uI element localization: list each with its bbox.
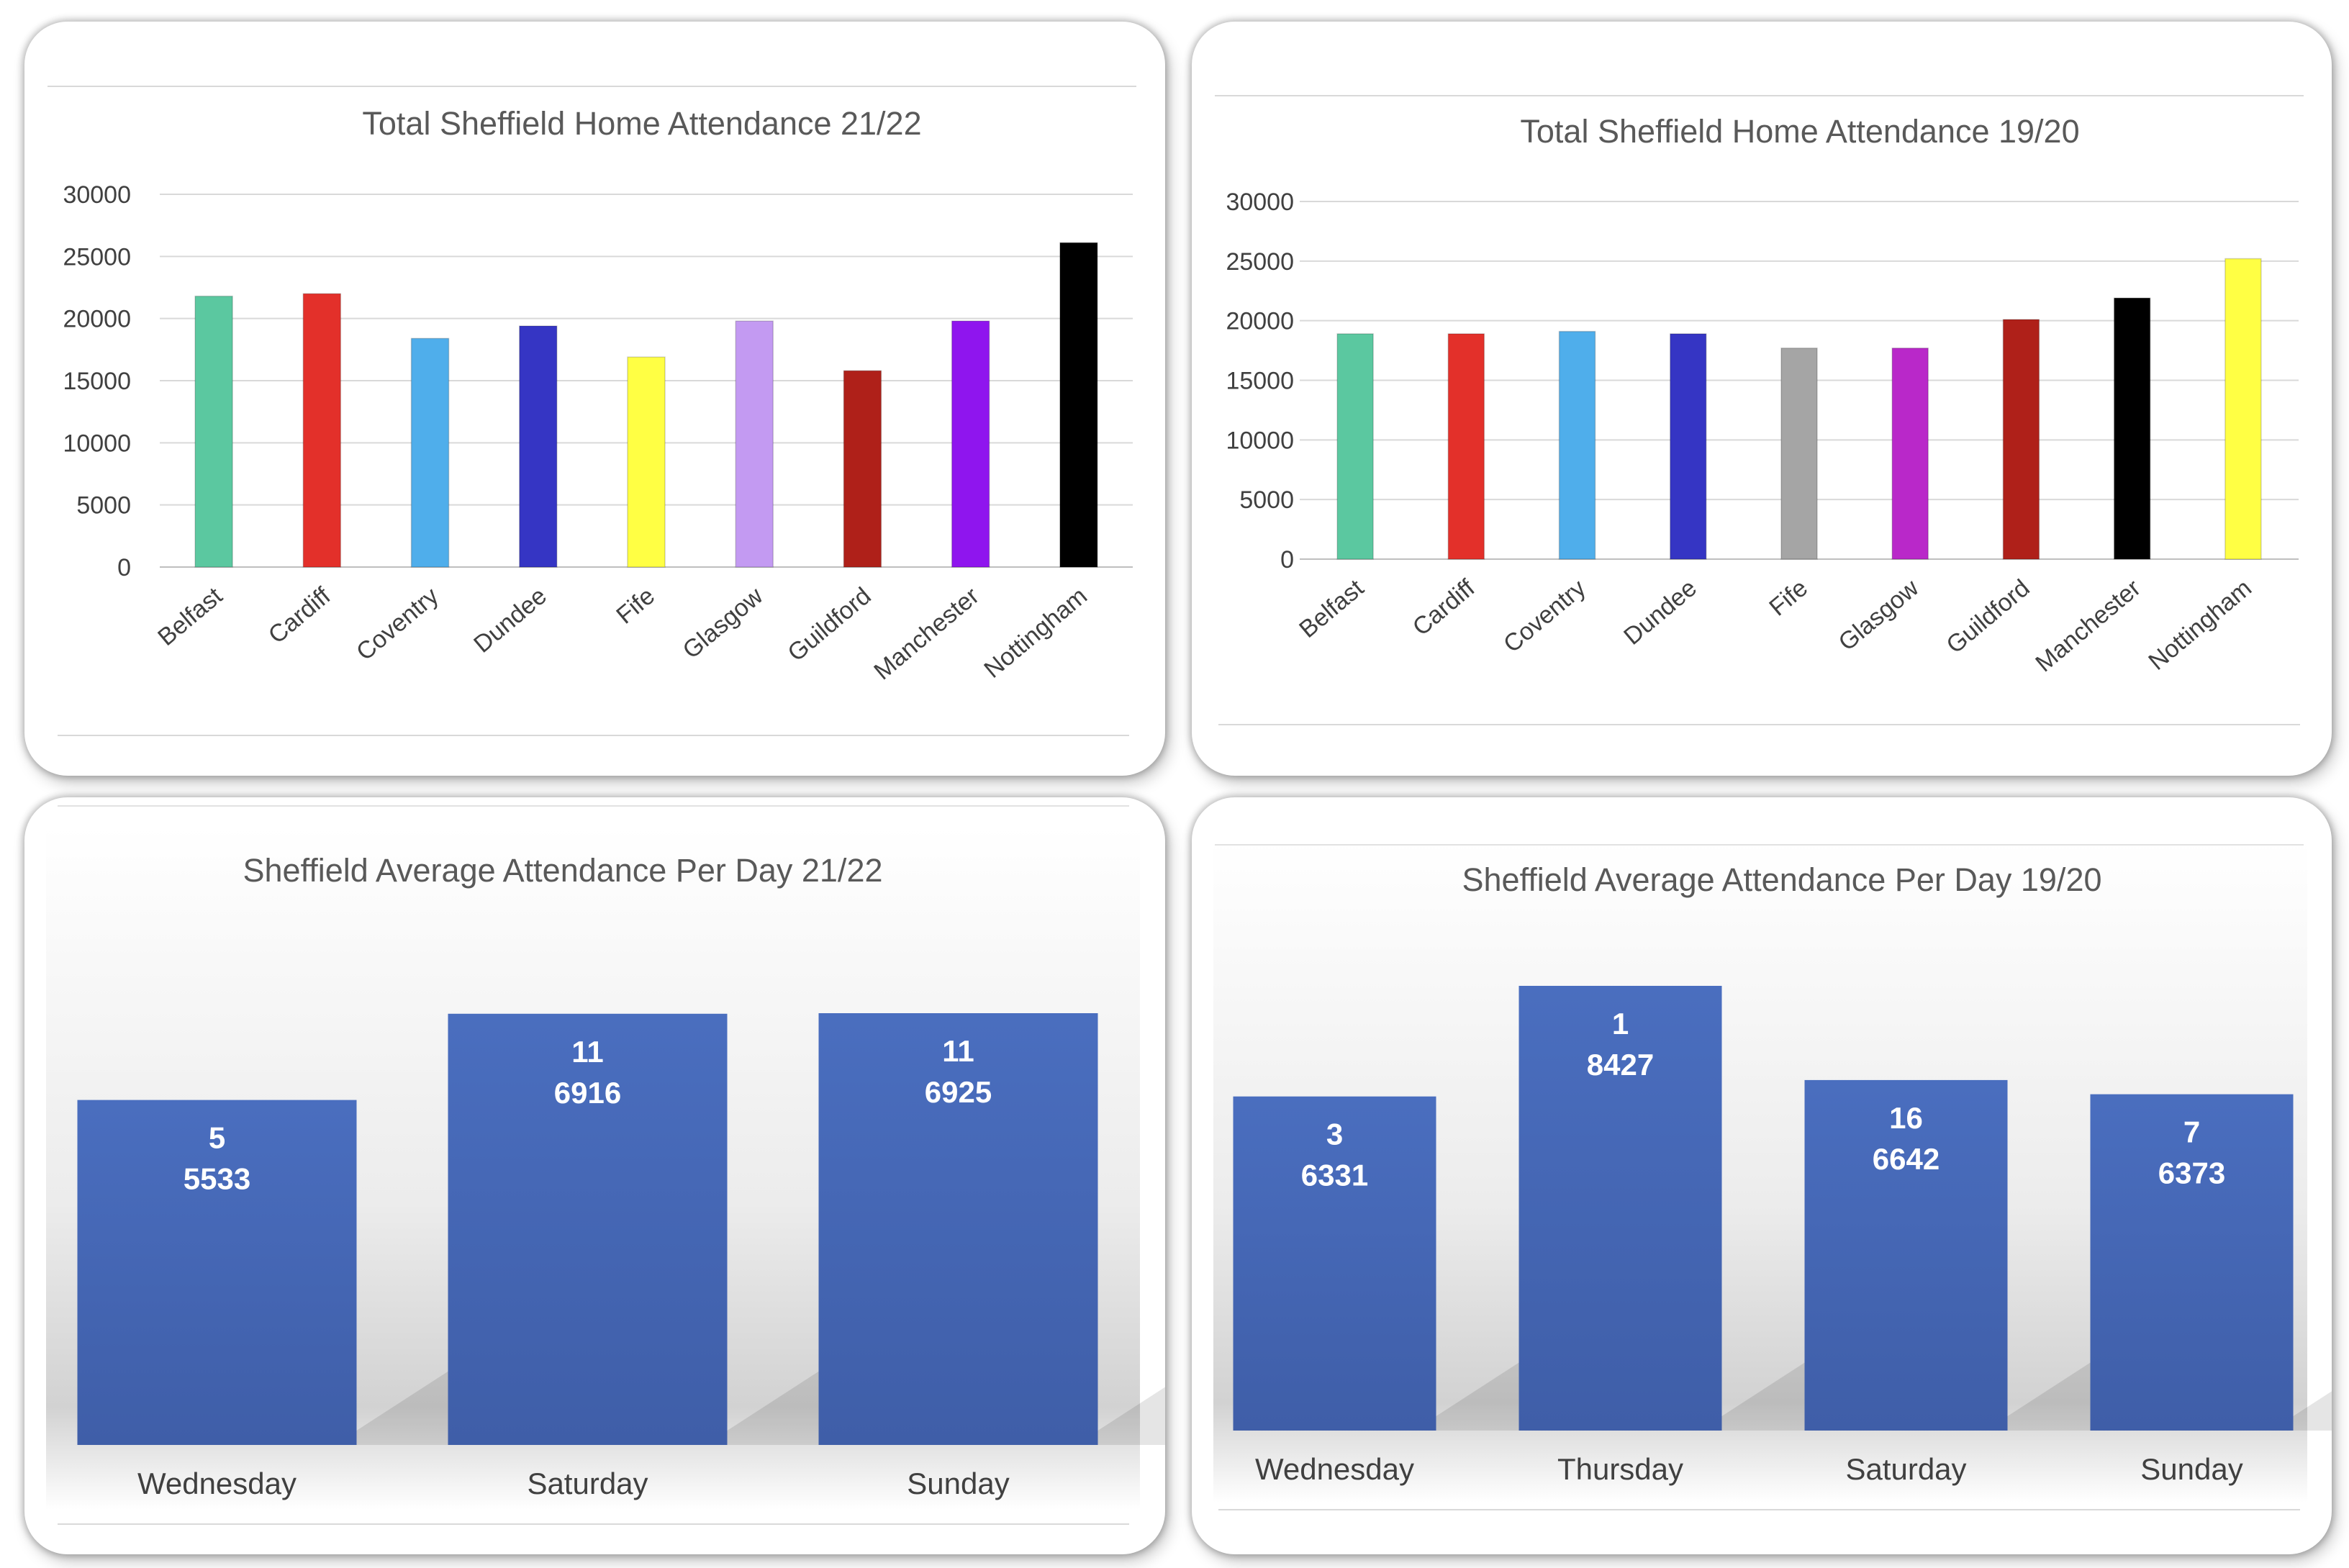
bar (1558, 330, 1596, 560)
x-tick-label: Wednesday (137, 1467, 297, 1500)
x-tick-label: Sunday (2140, 1452, 2242, 1486)
data-label: 6373 (2158, 1156, 2225, 1190)
x-tick-label: Coventry (351, 582, 444, 666)
data-label: 6642 (1873, 1142, 1940, 1176)
x-tick-label: Thursday (1557, 1452, 1683, 1486)
chart-title: Total Sheffield Home Attendance 21/22 (362, 105, 921, 142)
x-tick-label: Belfast (1294, 574, 1369, 643)
bar (1891, 348, 1929, 560)
bar (1336, 333, 1374, 560)
chart-title: Sheffield Average Attendance Per Day 19/… (1462, 861, 2102, 898)
data-label: 5533 (184, 1162, 250, 1196)
chart-title: Total Sheffield Home Attendance 19/20 (1520, 113, 2079, 150)
bar (77, 1100, 357, 1445)
chart-panel-total-1920: Total Sheffield Home Attendance 19/20 0 5… (1192, 22, 2332, 776)
y-tick-label: 0 (1280, 546, 1294, 574)
bar (1059, 242, 1098, 568)
y-tick-label: 5000 (76, 492, 131, 520)
bar (2224, 258, 2262, 560)
x-tick-label: Coventry (1498, 574, 1591, 658)
x-tick-label: Fife (611, 582, 660, 630)
x-tick-label: Glasgow (1834, 574, 1924, 656)
bar (519, 325, 558, 568)
bar (951, 320, 990, 568)
x-tick-label: Manchester (2030, 574, 2146, 677)
data-label: 7 (2183, 1115, 2200, 1149)
x-tick-label: Sunday (907, 1467, 1009, 1500)
bar-shadow (2293, 1391, 2332, 1431)
data-label: 6916 (554, 1076, 621, 1110)
x-tick-label: Guildford (1941, 574, 2035, 659)
x-tick-label: Dundee (469, 582, 552, 658)
bar (194, 295, 233, 568)
x-tick-label: Saturday (527, 1467, 648, 1500)
chart-panel-day-1920: Sheffield Average Attendance Per Day 19/… (1192, 797, 2332, 1554)
x-tick-label: Nottingham (2143, 574, 2257, 676)
bar (1780, 348, 1818, 560)
bar (410, 337, 450, 568)
bar (627, 356, 666, 568)
bar (818, 1013, 1098, 1445)
bar (735, 320, 774, 568)
data-label: 11 (571, 1035, 603, 1069)
bar (843, 370, 882, 568)
chart-day-2122: Sheffield Average Attendance Per Day 21/… (46, 805, 1165, 1525)
x-tick-label: Dundee (1619, 574, 1702, 651)
y-tick-label: 20000 (1226, 308, 1294, 335)
y-tick-label: 15000 (63, 368, 131, 395)
x-tick-label: Glasgow (678, 582, 769, 664)
bar (2002, 319, 2040, 560)
x-tick-label: Manchester (869, 582, 985, 685)
x-tick-label: Cardiff (1408, 574, 1480, 641)
bar-shadow (1097, 1387, 1165, 1445)
y-tick-label: 5000 (1239, 486, 1294, 514)
bar (1670, 333, 1707, 560)
bar (448, 1013, 728, 1445)
y-tick-label: 20000 (63, 306, 131, 333)
bar (2113, 297, 2151, 560)
chart-total-1920: Total Sheffield Home Attendance 19/20 0 5… (1215, 95, 2304, 725)
data-label: 1 (1612, 1007, 1629, 1041)
chart-panel-day-2122: Sheffield Average Attendance Per Day 21/… (24, 797, 1165, 1554)
bar (302, 293, 342, 568)
data-label: 3 (1326, 1118, 1343, 1151)
x-tick-label: Fife (1764, 574, 1813, 622)
y-tick-label: 25000 (1226, 248, 1294, 276)
bar (1447, 333, 1485, 560)
y-tick-label: 15000 (1226, 368, 1294, 395)
x-tick-label: Guildford (782, 582, 876, 667)
chart-title: Sheffield Average Attendance Per Day 21/… (243, 852, 883, 889)
data-label: 16 (1889, 1101, 1923, 1135)
y-tick-label: 30000 (63, 181, 131, 209)
bar (1804, 1079, 2008, 1431)
bar (2090, 1094, 2294, 1431)
data-label: 8427 (1587, 1048, 1654, 1082)
bar (1519, 986, 1722, 1431)
y-tick-label: 0 (117, 554, 131, 581)
y-tick-label: 25000 (63, 243, 131, 271)
data-label: 6331 (1301, 1159, 1368, 1192)
data-label: 6925 (925, 1075, 992, 1109)
x-tick-label: Cardiff (263, 582, 336, 649)
chart-panel-total-2122: Total Sheffield Home Attendance 21/22 0 5… (24, 22, 1165, 776)
x-tick-label: Belfast (153, 582, 227, 651)
data-label: 11 (942, 1034, 974, 1068)
bar (1233, 1096, 1436, 1431)
x-tick-label: Wednesday (1255, 1452, 1414, 1486)
chart-total-2122: Total Sheffield Home Attendance 21/22 0 5… (47, 86, 1136, 736)
data-label: 5 (209, 1121, 225, 1155)
x-tick-label: Saturday (1845, 1452, 1966, 1486)
y-tick-label: 30000 (1226, 189, 1294, 216)
y-tick-label: 10000 (63, 430, 131, 457)
chart-day-1920: Sheffield Average Attendance Per Day 19/… (1213, 840, 2332, 1510)
y-tick-label: 10000 (1226, 427, 1294, 454)
x-tick-label: Nottingham (979, 582, 1092, 684)
